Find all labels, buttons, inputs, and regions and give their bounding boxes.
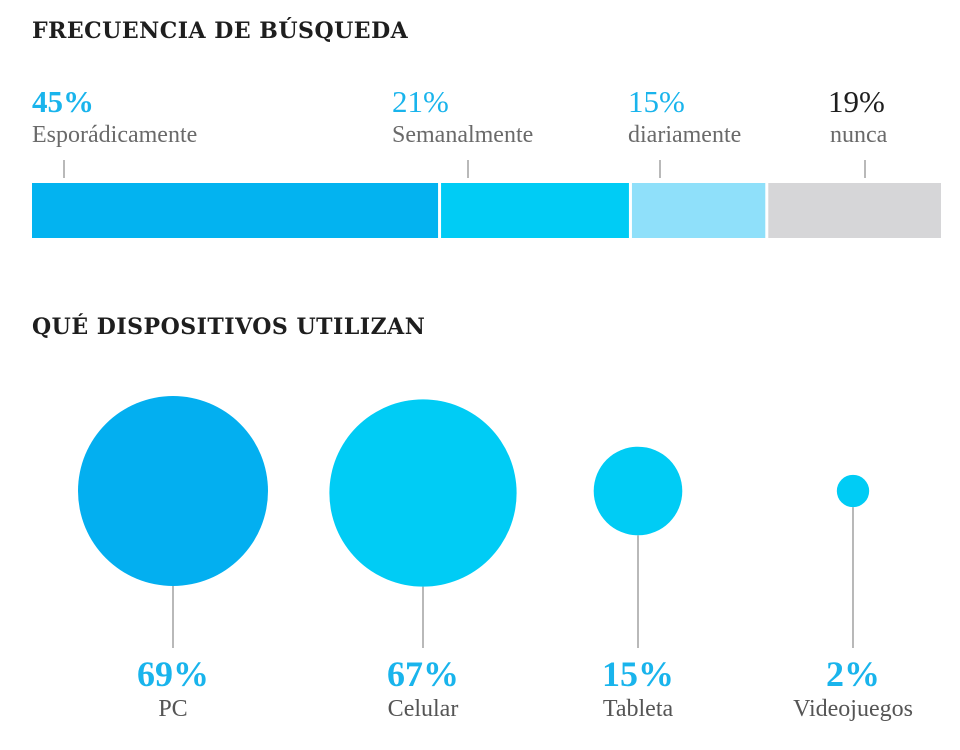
devices-chart-title: QUÉ DISPOSITIVOS UTILIZAN xyxy=(32,314,426,340)
freq-bar-segment xyxy=(441,183,629,238)
device-bubble xyxy=(78,396,268,586)
freq-bar-segment xyxy=(32,183,439,238)
device-category-label: Tableta xyxy=(602,696,674,722)
device-value-label: 2% xyxy=(826,654,880,694)
freq-value-label: 19% xyxy=(828,84,885,119)
device-bubble xyxy=(329,399,517,587)
device-bubble xyxy=(836,474,870,508)
freq-category-label: diariamente xyxy=(628,122,742,148)
frequency-chart-title: FRECUENCIA DE BÚSQUEDA xyxy=(32,18,409,44)
freq-bar-segment xyxy=(768,183,941,238)
freq-category-label: Esporádicamente xyxy=(32,122,198,148)
device-value-label: 15% xyxy=(602,654,674,694)
freq-value-label: 21% xyxy=(392,84,449,119)
freq-value-label: 15% xyxy=(628,84,685,119)
device-value-label: 69% xyxy=(137,654,209,694)
device-category-label: Videojuegos xyxy=(793,696,913,722)
device-bubble xyxy=(593,446,683,536)
device-category-label: Celular xyxy=(387,696,459,722)
freq-bar-segment xyxy=(631,183,766,238)
freq-value-label: 45% xyxy=(32,84,94,119)
device-category-label: PC xyxy=(158,696,188,722)
device-value-label: 67% xyxy=(387,654,459,694)
freq-category-label: nunca xyxy=(830,122,888,148)
freq-category-label: Semanalmente xyxy=(392,122,534,148)
